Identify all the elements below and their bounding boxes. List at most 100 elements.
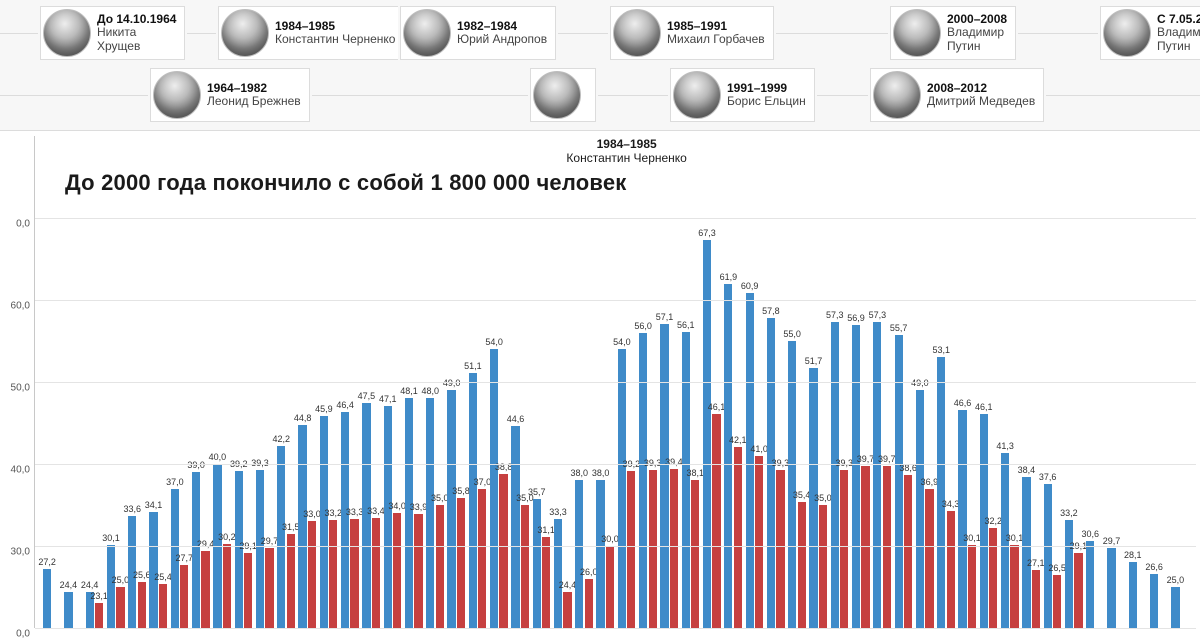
bar-red-label: 35,0 — [814, 493, 832, 505]
bar-blue-label: 30,6 — [1081, 529, 1099, 541]
bar-red-label: 42,1 — [729, 435, 747, 447]
bar-blue-label: 55,0 — [783, 329, 801, 341]
bar-red: 33,3 — [350, 519, 358, 628]
bar-blue: 61,9 — [724, 284, 732, 628]
bar-blue-label: 45,9 — [315, 404, 333, 416]
bar-blue: 46,6 — [958, 410, 966, 628]
y-tick-label: 50,0 — [11, 383, 30, 394]
bar-red: 35,4 — [798, 502, 806, 628]
y-tick-label: 0,0 — [16, 219, 30, 230]
bar-blue: 42,2 — [277, 446, 285, 628]
bar-red-label: 25,6 — [133, 570, 151, 582]
bar-blue: 44,6 — [511, 426, 519, 628]
leader-card: 1984–1985Константин Черненко — [218, 6, 404, 60]
bar-red: 30,0 — [606, 546, 614, 628]
chart-area: 0,030,040,050,060,00,0 До 2000 года поко… — [0, 130, 1200, 628]
bar-blue-label: 56,9 — [847, 313, 865, 325]
bar-blue-label: 51,1 — [464, 361, 482, 373]
bar-blue: 30,6 — [1086, 541, 1094, 628]
bar-red-label: 25,4 — [154, 572, 172, 584]
bar-blue-label: 33,6 — [124, 504, 142, 516]
bar-blue-label: 39,0 — [187, 460, 205, 472]
bar-blue: 27,2 — [43, 569, 51, 628]
bar-red-label: 23,1 — [90, 591, 108, 603]
bar-red: 26,5 — [1053, 575, 1061, 628]
bar-red: 30,1 — [968, 545, 976, 628]
leader-text: 1982–1984Юрий Андропов — [457, 20, 547, 46]
chart-callout: 1984–1985Константин Черненко — [566, 138, 686, 166]
bar-red: 25,6 — [138, 582, 146, 628]
bar-red: 41,0 — [755, 456, 763, 628]
bar-blue-label: 47,1 — [379, 394, 397, 406]
bar-red: 29,4 — [201, 551, 209, 628]
bar-red-label: 24,4 — [559, 580, 577, 592]
bar-blue: 39,3 — [256, 470, 264, 628]
bar-blue-label: 46,1 — [975, 402, 993, 414]
leader-text: 1984–1985Константин Черненко — [275, 20, 395, 46]
bar-red: 34,3 — [947, 511, 955, 628]
bar-blue-label: 61,9 — [720, 272, 738, 284]
gridline — [35, 300, 1196, 301]
bar-red: 27,1 — [1032, 570, 1040, 628]
bar-red: 39,3 — [840, 470, 848, 628]
bar-blue-label: 49,0 — [443, 378, 461, 390]
leader-name: НикитаХрущев — [97, 26, 176, 52]
leader-portrait — [893, 9, 941, 57]
bar-red-label: 46,1 — [708, 402, 726, 414]
bar-red-label: 29,4 — [197, 539, 215, 551]
bar-blue-label: 44,6 — [507, 414, 525, 426]
bar-red: 31,5 — [287, 534, 295, 628]
leader-card: 1991–1999Борис Ельцин — [670, 68, 815, 122]
bar-blue: 55,0 — [788, 341, 796, 628]
bar-red: 33,4 — [372, 518, 380, 628]
bar-blue-label: 67,3 — [698, 228, 716, 240]
bar-blue-label: 37,6 — [1039, 472, 1057, 484]
bar-blue: 34,1 — [149, 512, 157, 628]
leader-name: Борис Ельцин — [727, 95, 806, 108]
bar-red: 25,0 — [116, 587, 124, 628]
bar-red-label: 31,1 — [537, 525, 555, 537]
bar-blue-label: 56,0 — [634, 321, 652, 333]
bar-red: 29,7 — [265, 548, 273, 628]
bar-red: 42,1 — [734, 447, 742, 628]
leader-name: Михаил Горбачев — [667, 33, 765, 46]
bar-red: 25,4 — [159, 584, 167, 628]
bar-red-label: 37,0 — [474, 477, 492, 489]
bar-red: 35,0 — [436, 505, 444, 628]
bar-blue-label: 24,4 — [60, 580, 78, 592]
bar-blue-label: 40,0 — [209, 452, 227, 464]
leader-card — [530, 68, 596, 122]
y-tick-label: 0,0 — [16, 629, 30, 640]
bar-blue: 51,1 — [469, 373, 477, 628]
bar-red: 30,1 — [1010, 545, 1018, 628]
bar-blue: 45,9 — [320, 416, 328, 628]
callout-years: 1984–1985 — [566, 138, 686, 152]
callout-name: Константин Черненко — [566, 152, 686, 166]
bar-blue-label: 38,0 — [592, 468, 610, 480]
bar-red-label: 33,9 — [410, 502, 428, 514]
bar-red-label: 35,8 — [452, 486, 470, 498]
leader-portrait — [153, 71, 201, 119]
bar-blue-label: 33,2 — [1060, 508, 1078, 520]
bar-blue: 33,2 — [1065, 520, 1073, 628]
bar-red: 39,7 — [861, 466, 869, 628]
y-axis: 0,030,040,050,060,00,0 — [0, 130, 34, 628]
bar-blue-label: 57,1 — [656, 312, 674, 324]
bar-blue-label: 47,5 — [358, 391, 376, 403]
bar-blue-label: 51,7 — [805, 356, 823, 368]
bar-red-label: 41,0 — [750, 444, 768, 456]
bar-blue: 48,0 — [426, 398, 434, 628]
bar-blue-label: 27,2 — [38, 557, 56, 569]
bar-red: 39,7 — [883, 466, 891, 628]
bar-blue: 25,0 — [1171, 587, 1179, 628]
bar-blue: 67,3 — [703, 240, 711, 628]
bar-red: 27,7 — [180, 565, 188, 628]
leader-text: 1964–1982Леонид Брежнев — [207, 82, 301, 108]
leader-portrait — [1103, 9, 1151, 57]
leader-card: 2000–2008ВладимирПутин — [890, 6, 1016, 60]
bar-red-label: 30,1 — [1006, 533, 1024, 545]
y-tick-label: 40,0 — [11, 465, 30, 476]
bar-red-label: 35,0 — [431, 493, 449, 505]
bar-blue: 26,6 — [1150, 574, 1158, 628]
bar-red: 32,2 — [989, 528, 997, 628]
